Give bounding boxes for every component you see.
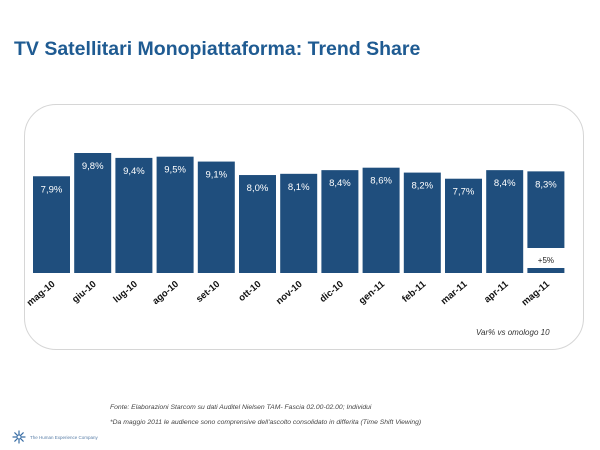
variation-bar	[527, 268, 565, 273]
company-tagline: The Human Experience Company	[30, 434, 98, 440]
x-tick-label: mag-11	[520, 278, 553, 308]
bar	[239, 175, 276, 273]
data-label: 9,5%	[164, 165, 186, 176]
bar	[362, 167, 400, 273]
data-label: 8,6%	[370, 176, 392, 187]
bar	[197, 161, 235, 273]
bar	[33, 176, 70, 273]
x-tick-label: apr-11	[482, 278, 511, 305]
data-label: 8,3%	[535, 179, 557, 190]
x-tick-label: nov-10	[274, 279, 305, 307]
variation-label: +5%	[538, 256, 554, 265]
x-tick-label: ott-10	[237, 279, 264, 304]
bar	[486, 170, 524, 273]
data-label: 8,2%	[411, 181, 433, 192]
data-label: 7,9%	[41, 184, 63, 195]
data-label: 8,4%	[494, 178, 516, 189]
star-logo-icon	[12, 430, 26, 444]
x-tick-label: mar-11	[439, 278, 470, 307]
data-label: 8,1%	[288, 182, 310, 193]
remark-footnote: *Da maggio 2011 le audience sono compren…	[110, 419, 422, 426]
chart-title: TV Satellitari Monopiattaforma: Trend Sh…	[14, 38, 421, 60]
data-label: 7,7%	[453, 187, 475, 198]
bar	[403, 172, 441, 273]
x-tick-label: set-10	[194, 279, 222, 305]
bar	[74, 153, 112, 273]
bar	[321, 170, 359, 273]
x-tick-label: feb-11	[400, 278, 429, 305]
company-logo: The Human Experience Company	[12, 430, 98, 444]
x-tick-label: dic-10	[318, 279, 346, 305]
bar	[445, 178, 482, 273]
x-tick-label: lug-10	[111, 279, 140, 305]
data-label: 9,4%	[123, 166, 145, 177]
x-tick-label: giu-10	[70, 279, 99, 305]
source-footnote: Fonte: Elaborazioni Starcom su dati Audi…	[110, 404, 372, 411]
data-label: 9,1%	[205, 170, 227, 181]
x-tick-label: ago-10	[150, 279, 181, 307]
x-tick-label: mag-10	[25, 279, 58, 309]
bar	[115, 157, 153, 273]
bar	[280, 173, 318, 273]
data-label: 8,0%	[247, 183, 269, 194]
data-label: 9,8%	[82, 161, 104, 172]
x-tick-label: gen-11	[357, 278, 388, 306]
bar	[527, 171, 565, 248]
variation-note: Var% vs omologo 10	[476, 328, 550, 337]
data-label: 8,4%	[329, 178, 351, 189]
bar	[156, 156, 194, 273]
